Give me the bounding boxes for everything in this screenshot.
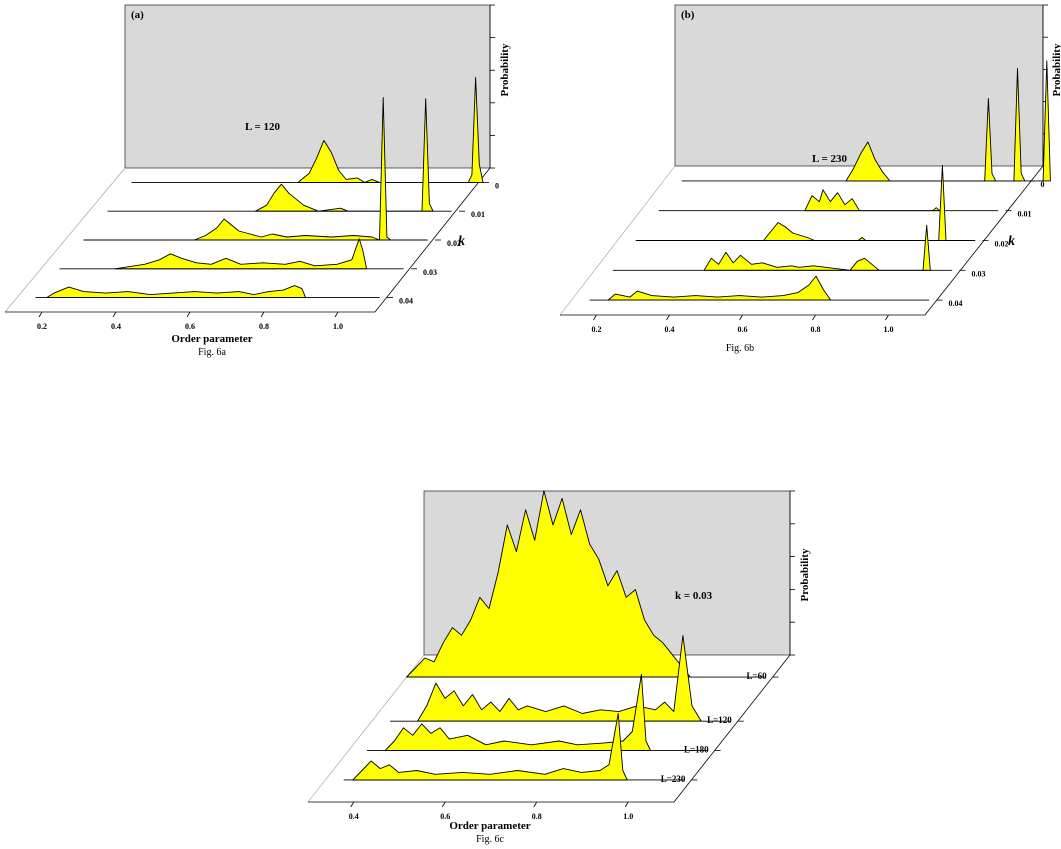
ridge-area-L=230 (352, 713, 628, 781)
panel-a-z-ticks (490, 4, 495, 169)
x-tick-mark (350, 801, 355, 808)
depth-tick-label: 0 (495, 181, 499, 190)
x-tick-mark (186, 311, 191, 318)
ridge-area-0 (845, 60, 1051, 182)
x-tick-mark (812, 314, 816, 321)
panel-b-annotation: L = 230 (812, 153, 847, 165)
panel-a-ridges (35, 76, 484, 299)
ridge-area-0.01 (804, 189, 941, 212)
x-tick-label: 0.8 (259, 322, 269, 331)
panel-b-x-ticks: 0.2 0.4 0.6 0.8 1.0 (592, 314, 894, 334)
panel-a-depth-label: k (458, 234, 465, 249)
panel-b: 0.2 0.4 0.6 0.8 1.0 0 0.01 0.02 0.03 0.04 (b) L … (559, 4, 1061, 354)
panel-c-x-label: Order parameter (449, 820, 530, 832)
panel-c: 0.4 0.6 0.8 1.0 L=60 L=120 L=180 L=230 k = 0.0… (307, 490, 811, 845)
panel-a-left-floor-edge (4, 167, 126, 313)
x-tick-mark (112, 311, 117, 318)
x-tick-label: 0.6 (738, 325, 748, 334)
ridge-area-0.01 (255, 98, 434, 212)
depth-tick-label: 0.04 (399, 297, 413, 306)
panel-a-letter: (a) (131, 9, 144, 21)
panel-c-depth-axis (673, 654, 791, 803)
x-tick-mark (533, 801, 538, 808)
panel-c-caption: Fig. 6c (476, 834, 504, 845)
panel-b-letter: (b) (681, 9, 695, 21)
panel-a-caption: Fig. 6a (198, 347, 226, 358)
panel-a-x-label: Order parameter (171, 333, 252, 345)
depth-tick-label: 0.01 (1018, 210, 1032, 219)
x-tick-mark (593, 314, 597, 321)
panel-a-depth-ticks: 0 0.01 0.02 0.03 0.04 (387, 181, 499, 306)
panel-a-back-wall (124, 4, 491, 169)
depth-tick-label: 0.04 (949, 299, 963, 308)
ridge-area-0.04 (607, 275, 832, 301)
panel-b-caption: Fig. 6b (726, 343, 754, 354)
ridge-area-0.02 (194, 97, 392, 241)
panel-b-back-wall (674, 4, 1044, 167)
depth-tick-label: 0.01 (471, 210, 485, 219)
x-tick-label: 0.2 (592, 325, 602, 334)
x-tick-mark (666, 314, 670, 321)
x-tick-label: 0.2 (37, 322, 47, 331)
ridge-area-L=60 (406, 490, 691, 678)
panel-a: 0.2 0.4 0.6 0.8 1.0 0 0.01 0.02 0.03 0.04 (a) L … (4, 4, 511, 358)
panel-c-z-label: Probability (799, 548, 811, 601)
panel-b-left-floor-edge (559, 165, 676, 316)
x-tick-label: 1.0 (333, 322, 343, 331)
depth-tick-label: 0.02 (995, 240, 1009, 249)
x-tick-label: 1.0 (623, 812, 633, 821)
panel-c-x-ticks: 0.4 0.6 0.8 1.0 (349, 801, 633, 821)
ridge-area-L=120 (417, 635, 702, 722)
x-tick-mark (739, 314, 743, 321)
panel-a-x-ticks: 0.2 0.4 0.6 0.8 1.0 (37, 311, 343, 331)
panel-a-z-label: Probability (499, 43, 511, 96)
x-tick-label: 0.4 (349, 812, 359, 821)
panel-b-ridges (589, 60, 1051, 301)
depth-tick-label: 0.02 (447, 239, 461, 248)
panel-c-ridges (343, 490, 766, 781)
depth-tick-label: L=230 (661, 774, 686, 784)
ridge-area-0.04 (46, 285, 307, 299)
ridge-area-0.03 (703, 224, 931, 271)
x-tick-mark (334, 311, 339, 318)
x-tick-mark (441, 801, 446, 808)
panel-b-depth-ticks: 0 0.01 0.02 0.03 0.04 (936, 180, 1045, 308)
x-tick-label: 0.6 (440, 812, 450, 821)
depth-tick-label: 0.03 (423, 268, 437, 277)
x-tick-label: 0.4 (111, 322, 121, 331)
panel-c-left-floor-edge (307, 654, 425, 803)
depth-tick-label: 0.03 (972, 269, 986, 278)
x-tick-mark (624, 801, 629, 808)
ridge-area-L=180 (384, 674, 651, 751)
ridge-area-0.03 (114, 238, 368, 270)
x-tick-label: 1.0 (884, 325, 894, 334)
x-tick-label: 0.6 (185, 322, 195, 331)
x-tick-label: 0.8 (811, 325, 821, 334)
panel-c-z-ticks (790, 490, 795, 656)
x-tick-label: 0.8 (532, 812, 542, 821)
x-tick-mark (885, 314, 889, 321)
panel-b-z-label: Probability (1051, 43, 1061, 96)
panel-c-annotation: k = 0.03 (675, 590, 713, 602)
x-tick-label: 0.4 (665, 325, 675, 334)
depth-tick-label: L=120 (707, 715, 732, 725)
depth-tick-label: 0 (1041, 180, 1045, 189)
x-tick-mark (260, 311, 265, 318)
panel-b-depth-label: k (1008, 234, 1015, 249)
panel-a-annotation: L = 120 (245, 121, 280, 133)
depth-tick-label: L=180 (684, 745, 709, 755)
depth-tick-label: L=60 (746, 671, 767, 681)
panel-a-depth-axis (374, 167, 491, 313)
panel-c-depth-ticks: L=60 L=120 L=180 L=230 (661, 671, 779, 784)
x-tick-mark (38, 311, 43, 318)
